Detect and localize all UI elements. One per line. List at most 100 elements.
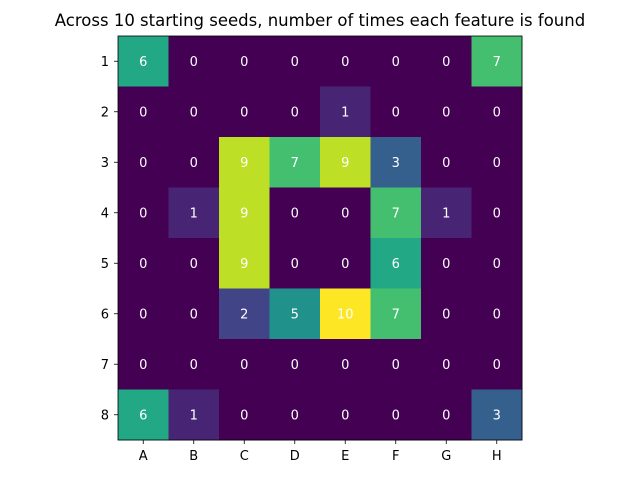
y-tick-label: 7 — [101, 358, 109, 373]
y-tick-label: 6 — [101, 307, 109, 322]
heatmap-cell — [168, 187, 220, 239]
cell-value-label: 1 — [442, 206, 450, 221]
cell-value-label: 6 — [139, 55, 147, 70]
heatmap-cell — [168, 389, 220, 441]
heatmap-cell — [219, 137, 270, 188]
heatmap-cell — [269, 187, 321, 239]
heatmap-cell — [320, 36, 371, 87]
cell-value-label: 0 — [139, 257, 147, 272]
cell-value-label: 9 — [240, 156, 248, 171]
heatmap-cell — [471, 86, 523, 138]
cell-value-label: 9 — [240, 206, 248, 221]
cell-value-label: 3 — [392, 156, 400, 171]
cell-value-label: 0 — [442, 105, 450, 120]
cell-value-label: 0 — [493, 206, 501, 221]
heatmap-cell — [320, 137, 371, 188]
cell-value-label: 0 — [341, 206, 349, 221]
cell-value-label: 7 — [493, 55, 501, 70]
heatmap-cell — [168, 288, 220, 340]
x-tick-label: E — [341, 449, 349, 464]
cell-value-label: 0 — [493, 105, 501, 120]
cell-value-label: 1 — [190, 408, 198, 423]
heatmap-cell — [421, 389, 472, 441]
x-tick-label: A — [139, 449, 148, 464]
heatmap-cell — [421, 187, 472, 239]
cell-value-label: 0 — [442, 55, 450, 70]
cell-value-label: 0 — [291, 408, 299, 423]
cell-value-label: 0 — [240, 55, 248, 70]
heatmap-cell — [168, 339, 220, 390]
chart-title: Across 10 starting seeds, number of time… — [54, 11, 586, 30]
cell-value-label: 0 — [291, 55, 299, 70]
y-tick-label: 4 — [101, 206, 109, 221]
cell-value-label: 0 — [139, 307, 147, 322]
cell-value-label: 5 — [291, 307, 299, 322]
heatmap-cell — [118, 86, 169, 138]
cell-value-label: 2 — [240, 307, 248, 322]
heatmap-cell — [269, 389, 321, 441]
x-tick-label: D — [290, 449, 300, 464]
heatmap-cell — [219, 339, 270, 390]
cell-value-label: 0 — [240, 105, 248, 120]
cell-value-label: 7 — [392, 206, 400, 221]
heatmap-cell — [320, 339, 371, 390]
cell-value-label: 7 — [291, 156, 299, 171]
cell-value-label: 0 — [493, 358, 501, 373]
heatmap-cell — [118, 288, 169, 340]
cell-value-label: 0 — [291, 206, 299, 221]
heatmap-cell — [320, 238, 371, 289]
cell-value-label: 0 — [190, 307, 198, 322]
cell-value-label: 0 — [392, 105, 400, 120]
heatmap-cell — [370, 389, 422, 441]
cell-value-label: 0 — [392, 408, 400, 423]
heatmap-cell — [421, 86, 472, 138]
cell-value-label: 1 — [341, 105, 349, 120]
cell-value-label: 0 — [190, 358, 198, 373]
cell-value-label: 0 — [341, 358, 349, 373]
heatmap-cell — [421, 36, 472, 87]
heatmap-cell — [370, 288, 422, 340]
cell-value-label: 6 — [139, 408, 147, 423]
heatmap-cell — [471, 238, 523, 289]
cell-value-label: 3 — [493, 408, 501, 423]
heatmap-cell — [421, 238, 472, 289]
heatmap-cell — [370, 339, 422, 390]
x-tick-label: B — [189, 449, 198, 464]
heatmap-cell — [320, 187, 371, 239]
cell-value-label: 0 — [442, 307, 450, 322]
cell-value-label: 0 — [392, 358, 400, 373]
heatmap-cell — [421, 288, 472, 340]
heatmap-cell — [269, 288, 321, 340]
x-tick-label: C — [240, 449, 249, 464]
y-tick-label: 2 — [101, 105, 109, 120]
cell-value-label: 0 — [240, 358, 248, 373]
heatmap-cell — [370, 137, 422, 188]
cell-value-label: 10 — [337, 307, 354, 322]
cell-value-label: 0 — [190, 55, 198, 70]
heatmap-cell — [168, 137, 220, 188]
cell-value-label: 7 — [392, 307, 400, 322]
heatmap-cell — [219, 36, 270, 87]
cell-value-label: 0 — [442, 408, 450, 423]
cell-value-label: 0 — [442, 156, 450, 171]
y-tick-label: 8 — [101, 408, 109, 423]
cell-value-label: 0 — [493, 307, 501, 322]
heatmap-cell — [219, 187, 270, 239]
heatmap-cell — [118, 238, 169, 289]
heatmap-cell — [168, 86, 220, 138]
heatmap-cell — [320, 389, 371, 441]
heatmap-cell — [421, 339, 472, 390]
cell-value-label: 0 — [240, 408, 248, 423]
heatmap-cell — [471, 339, 523, 390]
cell-value-label: 0 — [190, 156, 198, 171]
plot-frame — [117, 35, 523, 441]
heatmap-cell — [269, 86, 321, 138]
heatmap-cell — [471, 187, 523, 239]
heatmap-cell — [118, 187, 169, 239]
x-tick-label: H — [492, 449, 502, 464]
cell-value-label: 0 — [442, 257, 450, 272]
heatmap-cell — [219, 389, 270, 441]
cell-value-label: 0 — [341, 55, 349, 70]
cell-value-label: 9 — [240, 257, 248, 272]
